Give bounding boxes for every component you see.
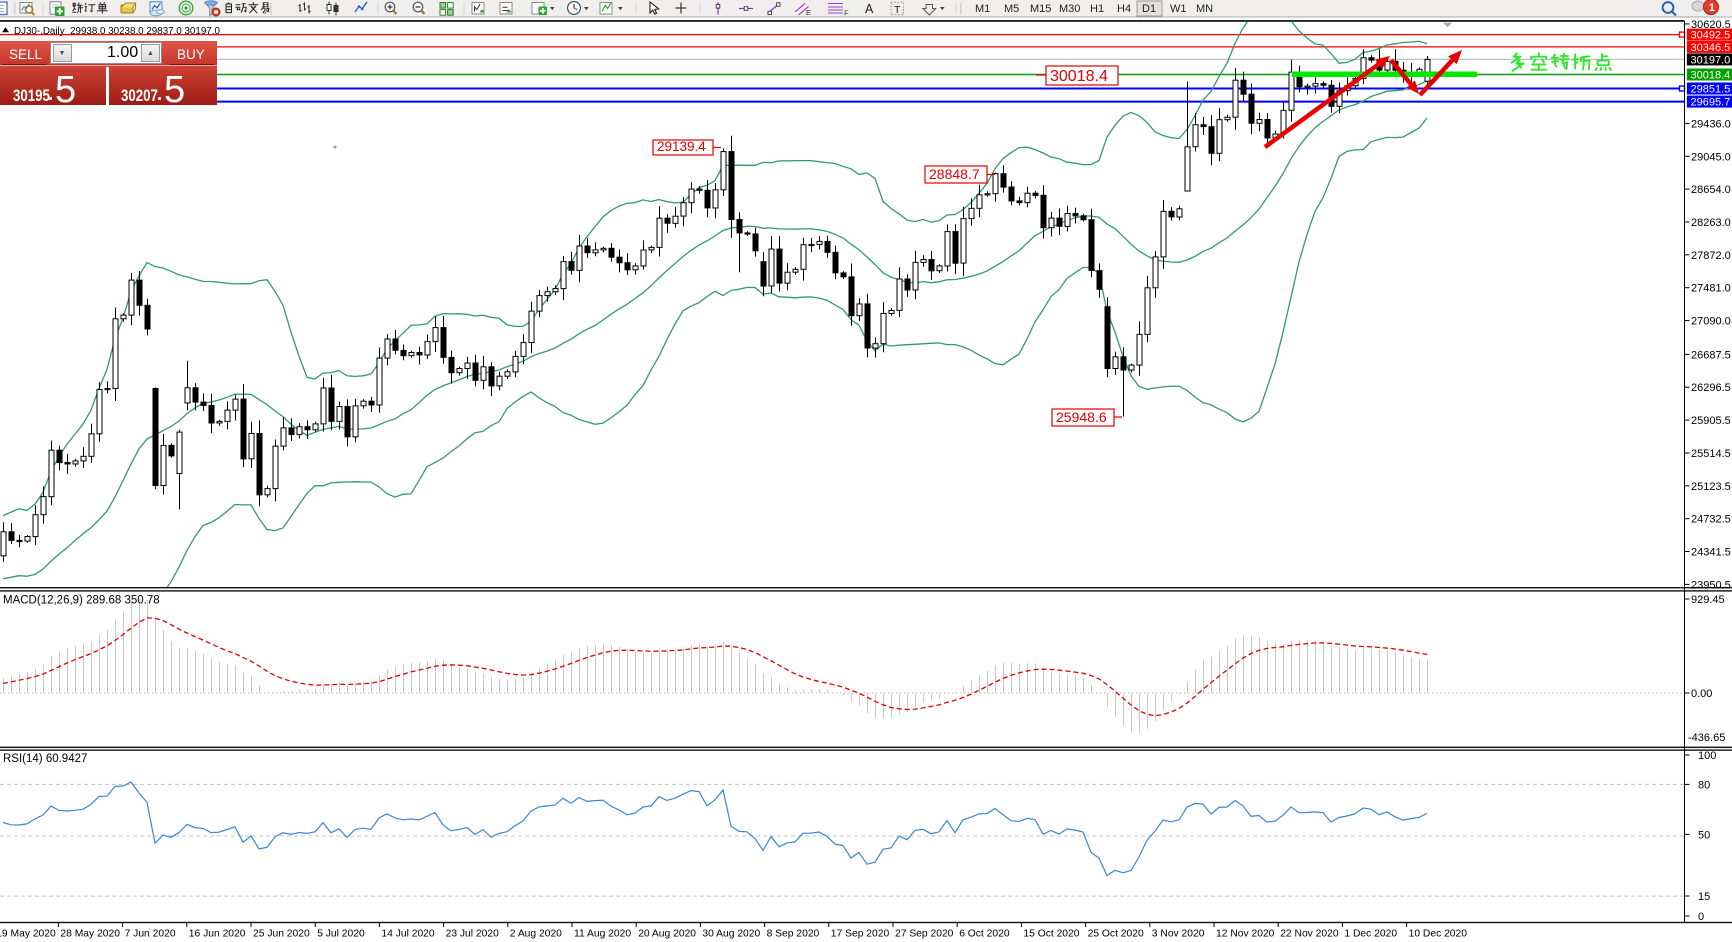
svg-text:H4: H4: [1117, 3, 1131, 15]
svg-text:25123.5: 25123.5: [1691, 481, 1731, 493]
svg-text:29436.0: 29436.0: [1691, 118, 1731, 130]
svg-text:M5: M5: [1004, 3, 1019, 15]
svg-text:23950.5: 23950.5: [1691, 579, 1731, 591]
svg-text:30197.0: 30197.0: [1691, 54, 1731, 66]
svg-text:30620.5: 30620.5: [1691, 19, 1731, 31]
svg-text:25514.5: 25514.5: [1691, 448, 1731, 460]
svg-text:929.45: 929.45: [1691, 594, 1725, 606]
svg-text:15: 15: [1698, 891, 1710, 903]
svg-text:29045.0: 29045.0: [1691, 151, 1731, 163]
svg-text:27090.0: 27090.0: [1691, 316, 1731, 328]
svg-text:28263.0: 28263.0: [1691, 217, 1731, 229]
svg-text:80: 80: [1698, 779, 1710, 791]
svg-text:25948.6: 25948.6: [1056, 409, 1107, 425]
svg-text:29695.7: 29695.7: [1691, 97, 1731, 109]
svg-text:5 Jul 2020: 5 Jul 2020: [317, 929, 365, 940]
svg-text:A: A: [865, 2, 874, 16]
svg-text:M15: M15: [1030, 3, 1051, 15]
svg-text:0: 0: [1698, 911, 1704, 923]
svg-text:25 Jun 2020: 25 Jun 2020: [253, 929, 310, 940]
svg-text:30492.5: 30492.5: [1691, 30, 1731, 42]
svg-text:3 Nov 2020: 3 Nov 2020: [1152, 929, 1205, 940]
svg-text:29851.5: 29851.5: [1691, 84, 1731, 96]
svg-text:W1: W1: [1170, 3, 1187, 15]
svg-text:F: F: [844, 9, 849, 18]
svg-text:26687.5: 26687.5: [1691, 349, 1731, 361]
svg-text:2 Aug 2020: 2 Aug 2020: [510, 929, 562, 940]
svg-text:24732.5: 24732.5: [1691, 514, 1731, 526]
svg-text:24341.5: 24341.5: [1691, 547, 1731, 559]
svg-text:12 Nov 2020: 12 Nov 2020: [1216, 929, 1275, 940]
svg-text:23 Jul 2020: 23 Jul 2020: [446, 929, 500, 940]
svg-text:M1: M1: [975, 3, 990, 15]
svg-text:27872.0: 27872.0: [1691, 250, 1731, 262]
svg-text:19 May 2020: 19 May 2020: [0, 929, 56, 940]
svg-text:1 Dec 2020: 1 Dec 2020: [1344, 929, 1397, 940]
svg-text:27 Sep 2020: 27 Sep 2020: [895, 929, 954, 940]
svg-text:14 Jul 2020: 14 Jul 2020: [381, 929, 435, 940]
svg-text:100: 100: [1698, 750, 1716, 762]
svg-text:26296.5: 26296.5: [1691, 382, 1731, 394]
svg-text:20 Aug 2020: 20 Aug 2020: [638, 929, 696, 940]
svg-text:15 Oct 2020: 15 Oct 2020: [1023, 929, 1079, 940]
svg-text:50: 50: [1698, 829, 1710, 841]
svg-text:DJ30-,Daily 29938.0 30238.0 2: DJ30-,Daily 29938.0 30238.0 29837.0 3019…: [14, 26, 220, 37]
svg-text:22 Nov 2020: 22 Nov 2020: [1280, 929, 1339, 940]
svg-text:0.00: 0.00: [1691, 688, 1712, 700]
svg-text:H1: H1: [1090, 3, 1104, 15]
svg-text:28848.7: 28848.7: [929, 166, 980, 182]
svg-text:MN: MN: [1196, 3, 1213, 15]
svg-text:16 Jun 2020: 16 Jun 2020: [189, 929, 246, 940]
svg-text:6 Oct 2020: 6 Oct 2020: [959, 929, 1010, 940]
svg-text:25905.5: 25905.5: [1691, 415, 1731, 427]
svg-text:28 May 2020: 28 May 2020: [60, 929, 120, 940]
svg-text:17 Sep 2020: 17 Sep 2020: [831, 929, 890, 940]
svg-text:11 Aug 2020: 11 Aug 2020: [574, 929, 631, 940]
svg-text:30018.4: 30018.4: [1050, 68, 1108, 85]
svg-text:M30: M30: [1059, 3, 1080, 15]
svg-text:27481.0: 27481.0: [1691, 283, 1731, 295]
svg-text:25 Oct 2020: 25 Oct 2020: [1088, 929, 1144, 940]
svg-text:10 Dec 2020: 10 Dec 2020: [1409, 929, 1468, 940]
svg-text:30346.5: 30346.5: [1691, 42, 1731, 54]
svg-text:T: T: [894, 4, 901, 16]
svg-text:8 Sep 2020: 8 Sep 2020: [767, 929, 820, 940]
svg-text:7 Jun 2020: 7 Jun 2020: [125, 929, 176, 940]
svg-text:30 Aug 2020: 30 Aug 2020: [702, 929, 760, 940]
svg-text:30018.4: 30018.4: [1691, 70, 1731, 82]
svg-text:29139.4: 29139.4: [657, 139, 706, 154]
svg-text:1: 1: [1709, 2, 1715, 14]
svg-text:E: E: [806, 8, 811, 17]
svg-text:MACD(12,26,9) 289.68 350.78: MACD(12,26,9) 289.68 350.78: [3, 595, 160, 607]
svg-text:RSI(14) 60.9427: RSI(14) 60.9427: [3, 753, 87, 765]
svg-text:-436.65: -436.65: [1688, 732, 1725, 744]
svg-text:28654.0: 28654.0: [1691, 184, 1731, 196]
svg-text:D1: D1: [1142, 3, 1156, 15]
